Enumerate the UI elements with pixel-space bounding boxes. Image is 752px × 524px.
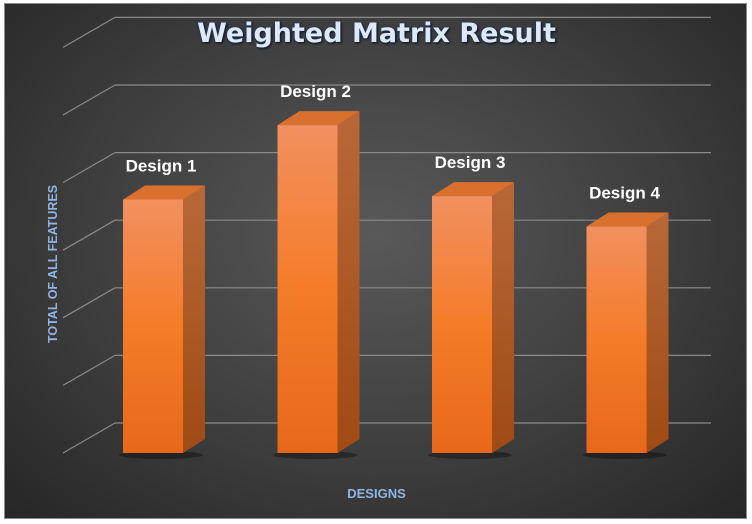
bar-side-3	[492, 182, 514, 453]
gridline-diag-3	[62, 219, 116, 251]
data-labels: Design 1 Design 2 Design 3 Design 4	[126, 82, 661, 202]
bar-2	[277, 125, 338, 453]
bars	[119, 111, 669, 459]
gridline-diag-5	[62, 84, 116, 116]
chart-plot: Design 1 Design 2 Design 3 Design 4	[62, 16, 711, 459]
bar-top-2	[277, 111, 360, 126]
bar-top-1	[123, 185, 205, 200]
bar-side-1	[183, 185, 205, 453]
bar-top-3	[432, 182, 514, 197]
y-axis-title: TOTAL OF ALL FEATURES	[46, 184, 60, 344]
gridline-diag-2	[62, 287, 116, 319]
bar-1	[123, 199, 183, 453]
chart-frame: Design 1 Design 2 Design 3 Design 4 Weighte…	[4, 3, 747, 519]
data-label-2: Design 2	[280, 82, 351, 101]
gridline-diag-4	[62, 152, 116, 184]
x-axis-title: DESIGNS	[347, 486, 406, 501]
bar-top-4	[586, 212, 669, 227]
gridline-diag-0	[62, 422, 116, 454]
data-label-1: Design 1	[126, 157, 197, 176]
data-label-4: Design 4	[589, 184, 660, 203]
chart-title: Weighted Matrix Result	[197, 18, 556, 49]
bar-4	[586, 226, 647, 453]
gridline-diag-1	[62, 354, 116, 386]
bar-3	[432, 196, 492, 453]
gridlines	[62, 16, 711, 454]
data-label-3: Design 3	[435, 153, 506, 172]
bar-side-2	[337, 111, 360, 453]
gridline-diag-6	[62, 16, 116, 48]
bar-side-4	[646, 212, 669, 453]
